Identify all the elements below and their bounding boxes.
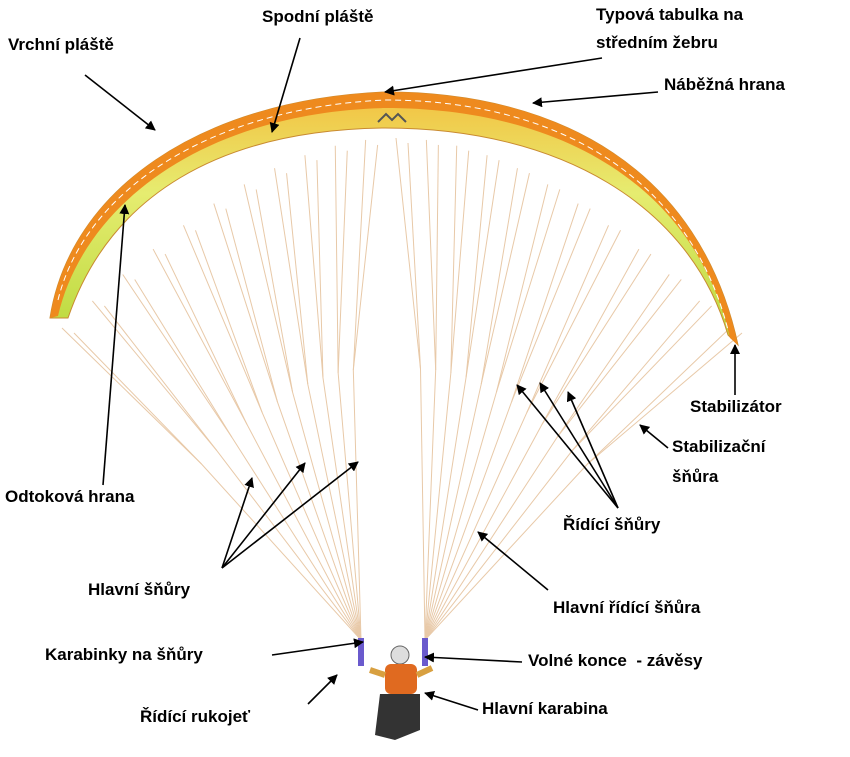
suspension-line [425, 249, 639, 640]
label: Hlavní karabina [482, 699, 608, 718]
leading-edge [50, 92, 738, 345]
suspension-line [104, 306, 216, 451]
label: Řídící rukojeť [140, 707, 251, 726]
arrow [478, 532, 548, 590]
suspension-line [425, 301, 700, 640]
label: Hlavní šňůry [88, 580, 191, 599]
label: Volné konce - závěsy [528, 651, 703, 670]
label: Řídící šňůry [563, 515, 661, 534]
arrow [103, 205, 125, 485]
suspension-line [214, 204, 361, 640]
suspension-line [256, 189, 292, 392]
arrow [425, 657, 522, 662]
label: Odtoková hrana [5, 487, 135, 506]
suspension-lines [62, 138, 742, 640]
label: šňůra [672, 467, 719, 486]
pilot [358, 638, 432, 740]
arrow [517, 385, 618, 508]
suspension-line [195, 230, 262, 412]
suspension-line [425, 225, 609, 640]
paraglider-diagram: Vrchní pláště Spodní pláště Typová tabulka… [0, 0, 850, 757]
suspension-line [353, 145, 377, 370]
suspension-line [408, 143, 421, 369]
label: Typová tabulka na [596, 5, 744, 24]
arrow [425, 693, 478, 710]
suspension-line [74, 333, 202, 464]
suspension-line [305, 155, 361, 640]
arrow [222, 462, 358, 568]
arrow [222, 463, 305, 568]
suspension-line [226, 209, 278, 402]
arrow [533, 92, 658, 103]
label: Náběžná hrana [664, 75, 785, 94]
arrow [568, 392, 618, 508]
canopy [50, 92, 738, 345]
suspension-line [275, 168, 361, 640]
label: Stabilizační [672, 437, 767, 456]
arrow [640, 425, 668, 448]
label: Spodní pláště [262, 7, 373, 26]
suspension-line [572, 306, 711, 451]
suspension-line [353, 140, 365, 640]
arrow [272, 642, 363, 655]
suspension-line [425, 184, 548, 640]
suspension-line [425, 140, 436, 640]
suspension-line [183, 225, 361, 640]
label: středním žebru [596, 33, 718, 52]
suspension-line [425, 204, 578, 640]
suspension-line [436, 145, 439, 370]
label: Hlavní řídící šňůra [553, 598, 701, 617]
suspension-line [466, 160, 499, 377]
arrow [385, 58, 602, 92]
label: Vrchní pláště [8, 35, 114, 54]
suspension-line [287, 173, 308, 384]
suspension-line [425, 274, 669, 640]
label: Karabinky na šňůry [45, 645, 203, 664]
label: Stabilizátor [690, 397, 782, 416]
suspension-line [481, 173, 529, 384]
seam [58, 100, 728, 330]
arrow [85, 75, 155, 130]
arrow [308, 675, 337, 704]
suspension-line [335, 146, 361, 640]
suspension-line [396, 138, 425, 640]
suspension-line [338, 151, 347, 373]
